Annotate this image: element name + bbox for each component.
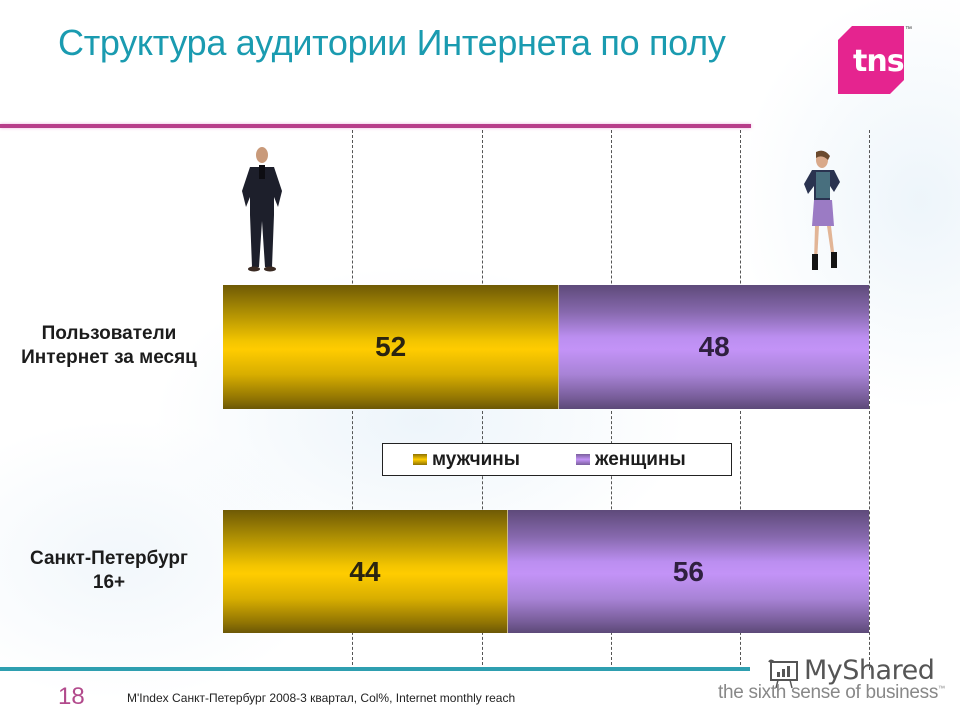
chart-legend: мужчины женщины (382, 443, 732, 476)
bar-segment-men: 52 (223, 285, 560, 409)
data-label-women: 56 (672, 555, 704, 587)
row-label-line1: Пользователи (41, 323, 177, 344)
row-label-line1: Санкт-Петербург (30, 548, 188, 569)
gridline-100 (869, 130, 870, 670)
slide-title: Структура аудитории Интернета по полу (58, 22, 726, 63)
woman-figure-icon (804, 150, 840, 270)
legend-item-women: женщины (576, 449, 686, 471)
tns-logo-trademark: ™ (905, 26, 912, 33)
presentation-chart-icon (768, 659, 798, 689)
row-label-line2: Интернет за месяц (21, 347, 197, 368)
bar-spb-16plus: 44 56 (223, 510, 869, 633)
row-label-spb-16plus: Санкт-Петербург 16+ (6, 547, 212, 595)
data-label-women: 48 (698, 331, 730, 362)
watermark-tagline: the sixth sense of business™ (718, 682, 945, 704)
title-divider (0, 124, 751, 128)
data-label-men: 44 (349, 555, 381, 587)
page-number: 18 (58, 683, 85, 710)
footer-divider (0, 667, 750, 671)
source-note: M'Index Санкт-Петербург 2008-3 квартал, … (127, 691, 516, 705)
watermark-trademark: ™ (938, 685, 945, 693)
legend-label-women: женщины (595, 448, 686, 470)
man-figure-icon (242, 147, 282, 272)
row-label-line2: 16+ (92, 572, 126, 593)
legend-swatch-women (576, 454, 591, 465)
legend-swatch-men (413, 454, 427, 465)
tns-logo-text: tns (853, 44, 905, 79)
bar-segment-women: 56 (507, 510, 869, 633)
data-label-men: 52 (375, 331, 407, 362)
myshared-watermark: MyShared the sixth sense of business™ (718, 655, 953, 705)
tns-logo-badge (838, 26, 904, 94)
bar-segment-men: 44 (223, 510, 508, 633)
legend-item-men: мужчины (413, 449, 520, 471)
watermark-tagline-text: the sixth sense of business (718, 682, 939, 703)
row-label-monthly-users: Пользователи Интернет за месяц (6, 322, 212, 370)
watermark-brand: MyShared (804, 655, 935, 686)
bar-monthly-users: 52 48 (223, 285, 869, 409)
legend-label-men: мужчины (432, 448, 521, 470)
bar-segment-women: 48 (559, 285, 869, 409)
